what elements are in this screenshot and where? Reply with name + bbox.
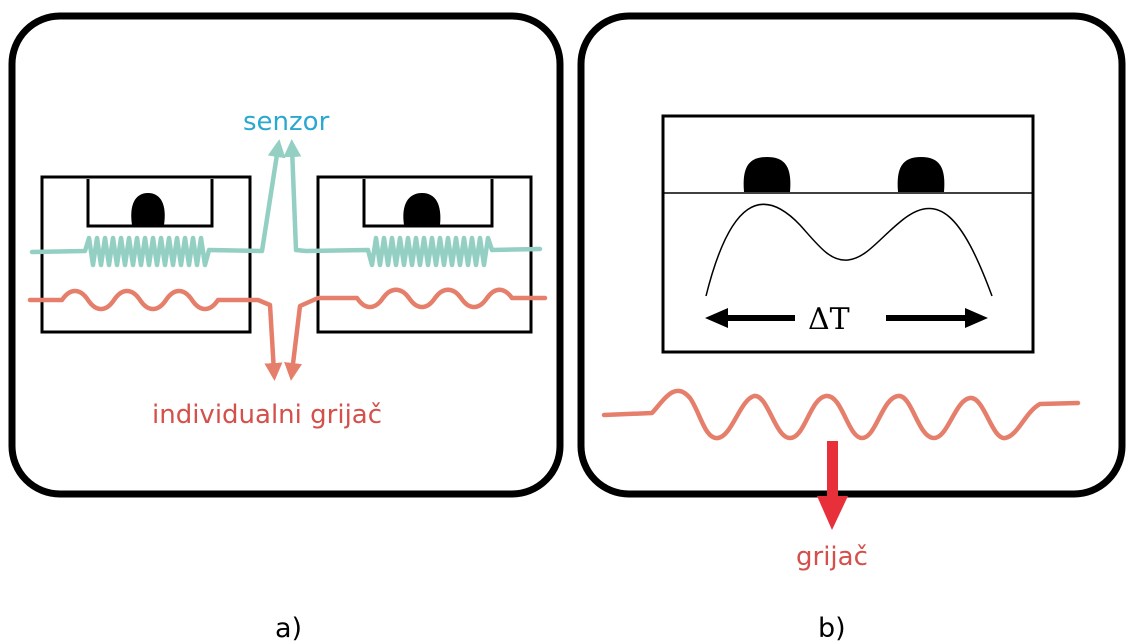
delta-t-label: ΔT	[808, 302, 850, 337]
cell-right-outer	[316, 175, 533, 334]
panel-a: senzor individualni grijač	[8, 12, 564, 498]
panel-a-frame	[8, 12, 564, 498]
heat-flow-arrow	[817, 441, 848, 530]
cell-left-outer	[40, 175, 252, 334]
cell-right-cavity	[362, 179, 494, 228]
heater-wire-right	[284, 287, 548, 381]
cell-outer	[661, 114, 1035, 354]
panel-b: ΔT grijač	[577, 12, 1126, 572]
sensor-wire-left	[29, 139, 286, 268]
sample-drop-left	[131, 193, 165, 225]
sample-cell-left	[40, 175, 252, 334]
measurement-cell: ΔT	[661, 114, 1035, 354]
heater-wire-left	[27, 288, 283, 381]
cell-left-cavity	[86, 179, 214, 228]
panel-b-frame	[577, 12, 1126, 498]
temperature-profile-curve	[705, 203, 993, 297]
sensor-label: senzor	[243, 107, 330, 137]
sample-drop-right	[403, 193, 441, 225]
caption-a: a)	[275, 613, 302, 643]
heater-label: individualni grijač	[152, 400, 382, 430]
delta-arrow-right	[886, 308, 988, 328]
sensor-wire-right	[283, 139, 543, 268]
caption-b: b)	[818, 613, 846, 643]
sample-drop-1	[743, 157, 791, 192]
sample-drop-2	[897, 157, 945, 192]
heater-wire	[601, 388, 1081, 441]
delta-arrow-left	[705, 308, 795, 328]
sample-cell-right	[316, 175, 533, 334]
heater-label-b: grijač	[796, 542, 868, 572]
